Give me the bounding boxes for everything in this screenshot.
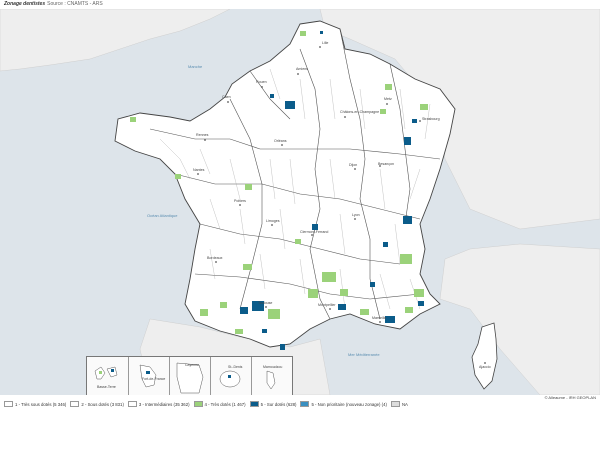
legend-label: 5 - Sur dotés (628) [260,401,297,407]
city-label: Rennes [196,133,209,137]
legend-item-sous-dotes: 2 - Sous dotés (3 831) [70,401,124,407]
city-label: Dijon [349,163,357,167]
legend-item-sur-dotes: 5 - Sur dotés (628) [249,401,297,407]
inset-guadeloupe: Basse-Terre [87,357,129,395]
corsica [471,322,498,390]
map-credit: © Alleaume - IRH GEOPLAN [544,395,596,400]
map-canvas: Manche Océan Atlantique Mer Méditerranée… [0,9,600,395]
city-label: Ajaccio [479,365,491,369]
city-label: Caen [222,95,231,99]
city-label: Bordeaux [207,256,223,260]
legend-item-tres-dotes: 4 - Très dotés (1 467) [193,401,246,407]
city-label: Marseille [372,316,386,320]
legend-swatch [249,401,259,407]
uk-landmass [0,9,231,72]
legend-label: 1 - Très sous dotés (5 346) [15,401,67,407]
city-label: Toulouse [258,301,272,305]
map-frame[interactable]: Manche Océan Atlantique Mer Méditerranée… [0,9,600,395]
city-label: Amiens [296,67,308,71]
legend-swatch [70,401,80,407]
map-legend: 1 - Très sous dotés (5 346) 2 - Sous dot… [4,401,408,407]
inset-label: Mamoudzou [263,365,283,369]
overseas-insets: Basse-Terre Fort-de-France Cayenne St.-D… [86,356,293,395]
inset-guyane: Cayenne [169,357,211,395]
legend-swatch [193,401,203,407]
inset-martinique: Fort-de-France [128,357,170,395]
sea-label-atlantique: Océan Atlantique [147,213,178,218]
city-label: Lyon [352,213,360,217]
legend-swatch [300,401,310,407]
city-label: Nantes [193,168,205,172]
city-label: Metz [384,97,392,101]
legend-label: 5 - Non prioritaire (nouveau zonage) (4) [311,401,387,407]
city-label: Clermont-Ferrand [300,230,328,234]
legend-label: 2 - Sous dotés (3 831) [81,401,124,407]
inset-label: St.-Denis [228,365,243,369]
legend-item-non-prioritaire: 5 - Non prioritaire (nouveau zonage) (4) [300,401,387,407]
legend-item-intermediaires: 3 - Intermédiaires (35 362) [127,401,190,407]
inset-label: Fort-de-France [142,377,166,381]
city-label: Montpellier [318,303,336,307]
city-label: Besançon [378,162,394,166]
map-title: Zonage dentistes Source : CNAMTS - ARS [4,1,103,7]
legend-swatch [4,401,13,407]
city-label: Rouen [256,80,267,84]
city-label: Châlons-en-Champagne [340,110,379,114]
city-label: Lille [322,41,328,45]
sea-label-manche: Manche [188,64,203,69]
zone-tres-dotes [130,31,428,334]
city-label: Orléans [274,139,287,143]
inset-label: Cayenne [185,363,200,367]
city-label: Poitiers [234,199,246,203]
map-title-text: Zonage dentistes [4,1,46,7]
legend-label: 3 - Intermédiaires (35 362) [138,401,190,407]
city-dots [197,46,486,364]
legend-item-na: NA [390,401,408,407]
legend-label: 4 - Très dotés (1 467) [204,401,246,407]
legend-item-tres-sous-dotes: 1 - Très sous dotés (5 346) [4,401,66,407]
inset-label: Basse-Terre [97,385,116,389]
city-label: Limoges [266,219,280,223]
inset-reunion: St.-Denis [210,357,252,395]
zone-sur-dotes [240,31,424,350]
map-source: Source : CNAMTS - ARS [47,1,103,7]
inset-mayotte: Mamoudzou [251,357,292,395]
legend-swatch [390,401,400,407]
legend-swatch [127,401,137,407]
italy-landmass [439,243,600,395]
city-label: Strasbourg [422,117,440,121]
sea-label-mediterranee: Mer Méditerranée [348,352,380,357]
legend-label: NA [401,401,408,407]
